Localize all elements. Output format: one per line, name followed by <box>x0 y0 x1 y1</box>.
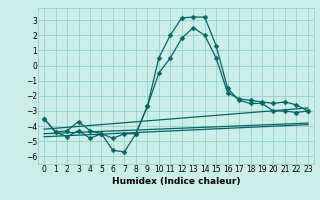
X-axis label: Humidex (Indice chaleur): Humidex (Indice chaleur) <box>112 177 240 186</box>
